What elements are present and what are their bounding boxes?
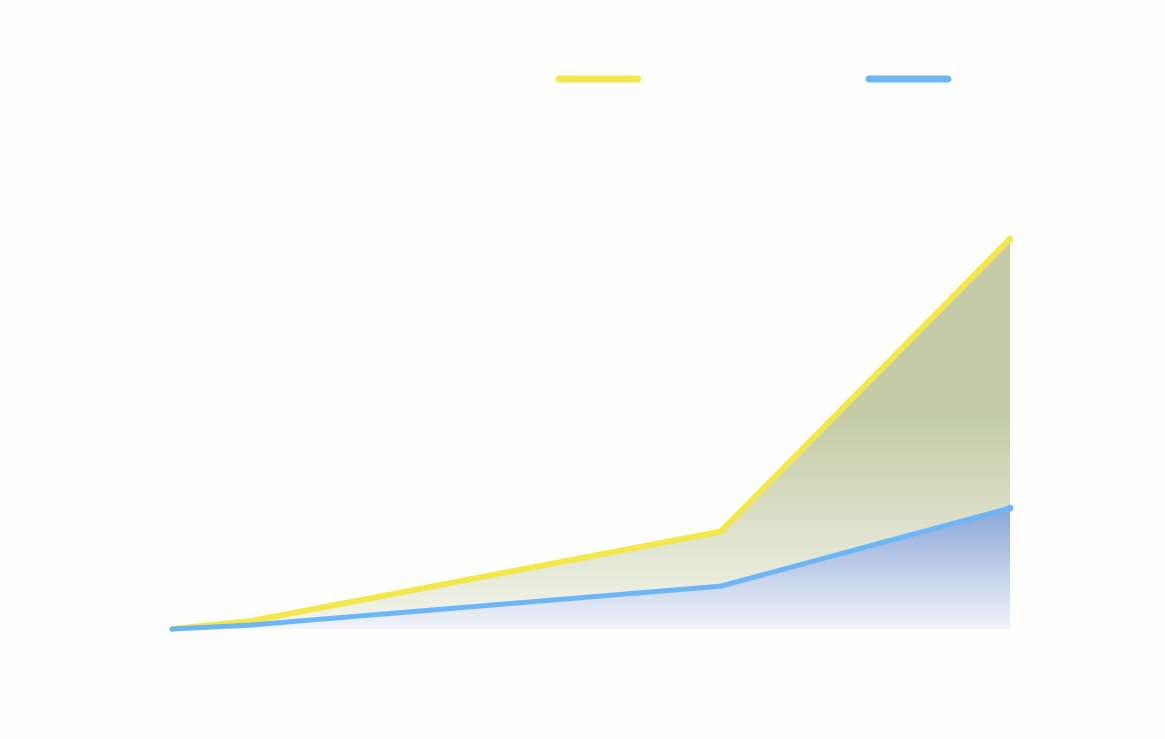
series-1-area [172,239,1010,629]
series-1-point-4 [1006,235,1014,243]
series-2-line [169,505,1013,632]
series-2-point-4 [1006,504,1014,512]
series-2-area [172,508,1010,629]
plot-areas [172,239,1010,629]
plot-lines [169,235,1014,632]
